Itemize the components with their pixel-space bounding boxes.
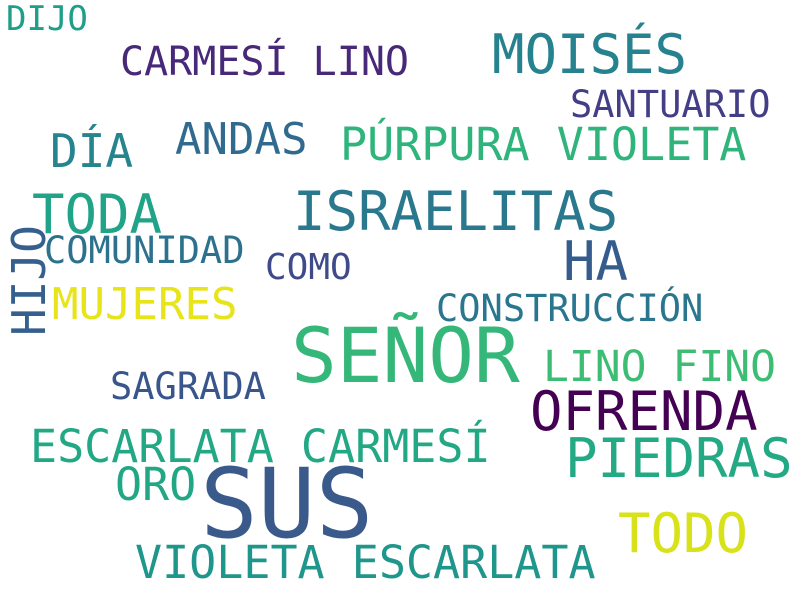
word-dia: DÍA xyxy=(50,124,134,178)
word-santuario: SANTUARIO xyxy=(570,83,771,126)
word-purpura-violeta: PÚRPURA VIOLETA xyxy=(340,118,747,171)
word-escarlata-carmesi: ESCARLATA CARMESÍ xyxy=(30,420,491,473)
word-ofrenda: OFRENDA xyxy=(530,380,758,443)
word-comunidad: COMUNIDAD xyxy=(44,229,245,272)
word-mujeres: MUJERES xyxy=(52,279,238,330)
word-carmesi-lino: CARMESÍ LINO xyxy=(120,39,409,85)
word-todo: TODO xyxy=(618,502,749,565)
word-dijo: DIJO xyxy=(6,0,88,39)
word-senor: SEÑOR xyxy=(291,311,520,400)
word-violeta-escarlata: VIOLETA ESCARLATA xyxy=(135,536,596,589)
word-toda: TODA xyxy=(32,183,163,246)
word-israelitas: ISRAELITAS xyxy=(293,180,619,243)
word-moises: MOISÉS xyxy=(492,23,688,86)
word-oro: ORO xyxy=(115,458,197,511)
word-piedras: PIEDRAS xyxy=(565,427,793,490)
word-ha: HA xyxy=(563,230,629,293)
word-como: COMO xyxy=(265,247,352,288)
word-sagrada: SAGRADA xyxy=(110,365,266,408)
word-construccion: CONSTRUCCIÓN xyxy=(436,287,704,330)
word-sus: SUS xyxy=(200,448,374,560)
word-andas: ANDAS xyxy=(175,114,308,165)
word-lino-fino: LINO FINO xyxy=(543,342,776,392)
